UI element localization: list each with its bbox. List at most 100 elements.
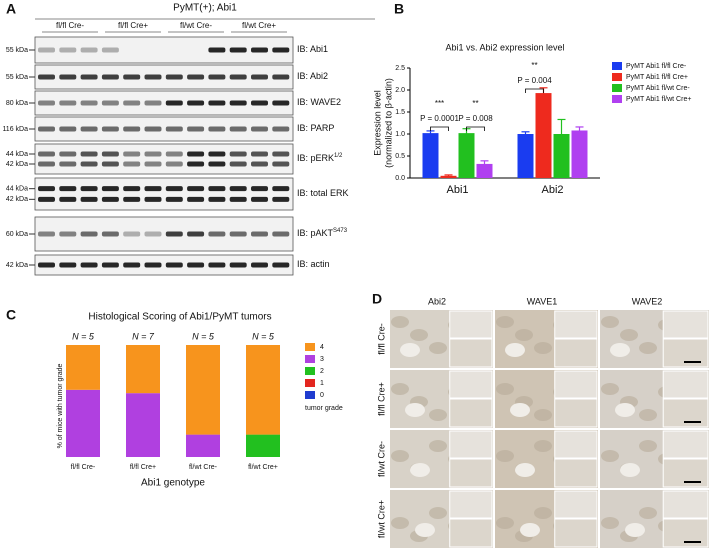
band <box>101 151 119 157</box>
band <box>144 186 162 192</box>
band <box>59 161 77 167</box>
band <box>80 151 98 157</box>
legend-swatch <box>305 355 315 363</box>
band <box>59 186 77 192</box>
band <box>272 151 290 157</box>
ib-text: IB: Abi2 <box>297 71 328 81</box>
tissue <box>601 517 619 529</box>
legend-title: tumor grade <box>305 405 343 412</box>
band <box>272 231 290 237</box>
tissue <box>639 507 657 519</box>
n-label: N = 5 <box>72 331 95 341</box>
band <box>208 151 226 157</box>
band <box>38 47 55 53</box>
band <box>272 47 290 53</box>
ib-label: IB: Abi2 <box>297 71 328 81</box>
band <box>229 126 247 132</box>
legend-swatch <box>305 367 315 375</box>
band <box>165 262 183 268</box>
tissue <box>639 342 657 354</box>
band <box>187 231 205 237</box>
y-tick-label: 0.5 <box>395 153 405 160</box>
annotation: P = 0.008 <box>458 114 493 123</box>
ib-sup: S473 <box>333 228 348 234</box>
legend-label: PyMT Abi1 fl/fl Cre+ <box>626 74 688 81</box>
legend-label: 2 <box>320 368 324 375</box>
tissue <box>534 409 552 421</box>
band <box>229 262 247 268</box>
blot-strip <box>34 116 294 142</box>
lumen <box>410 463 430 477</box>
inset <box>554 518 598 548</box>
y-tick-label: 2.0 <box>395 87 405 94</box>
band <box>59 74 77 80</box>
kda-label: 42 kDa <box>6 196 28 203</box>
y-tick-label: 2.5 <box>395 65 405 72</box>
band <box>80 196 98 202</box>
band <box>123 231 141 237</box>
lumen <box>400 343 420 357</box>
n-label: N = 7 <box>132 331 155 341</box>
inset <box>449 398 493 428</box>
tissue <box>429 409 447 421</box>
band <box>272 74 290 80</box>
band <box>59 126 77 132</box>
kda-label: 116 kDa <box>2 126 28 133</box>
band <box>229 161 247 167</box>
inset <box>554 398 598 428</box>
band <box>101 161 119 167</box>
band <box>165 100 183 106</box>
band <box>251 126 268 132</box>
band <box>208 47 226 53</box>
band <box>229 100 247 106</box>
band <box>165 74 183 80</box>
legend-swatch <box>305 391 315 399</box>
x-tick-label: fl/fl Cre- <box>71 464 96 471</box>
ib-label: IB: total ERK <box>297 188 349 198</box>
bar <box>553 134 570 178</box>
n-label: N = 5 <box>252 331 275 341</box>
band <box>59 196 77 202</box>
band <box>101 186 119 192</box>
band <box>208 74 226 80</box>
panel-letter: B <box>394 1 404 17</box>
band <box>229 196 247 202</box>
band <box>123 186 141 192</box>
ib-label: IB: actin <box>297 259 330 269</box>
x-tick-label: Abi2 <box>541 184 563 196</box>
legend-swatch <box>612 95 622 103</box>
row-label: fl/fl Cre- <box>376 323 386 355</box>
band <box>165 161 183 167</box>
kda-label: 42 kDa <box>6 161 28 168</box>
blot-header: PyMT(+); Abi1 <box>173 3 237 14</box>
inset <box>554 490 598 519</box>
band <box>208 126 226 132</box>
band <box>80 186 98 192</box>
y-tick-label: 1.5 <box>395 109 405 116</box>
tissue <box>534 342 552 354</box>
lumen <box>625 523 645 537</box>
band <box>208 262 226 268</box>
inset <box>449 518 493 548</box>
inset <box>449 338 493 368</box>
panel-letter: C <box>6 307 16 323</box>
band <box>38 161 55 167</box>
band <box>165 186 183 192</box>
band <box>229 186 247 192</box>
bar <box>517 134 534 178</box>
tissue <box>496 316 514 328</box>
band <box>272 126 290 132</box>
bar-segment <box>126 345 160 394</box>
tissue <box>601 383 619 395</box>
band <box>187 196 205 202</box>
chart-title: Abi1 vs. Abi2 expression level <box>445 42 564 52</box>
ib-label: IB: Abi1 <box>297 44 328 54</box>
band <box>251 151 268 157</box>
band <box>251 161 268 167</box>
lumen <box>505 343 525 357</box>
band <box>59 100 77 106</box>
band <box>251 231 268 237</box>
blot-strip <box>34 36 294 64</box>
column-label: WAVE2 <box>632 296 663 306</box>
bar <box>535 93 552 178</box>
